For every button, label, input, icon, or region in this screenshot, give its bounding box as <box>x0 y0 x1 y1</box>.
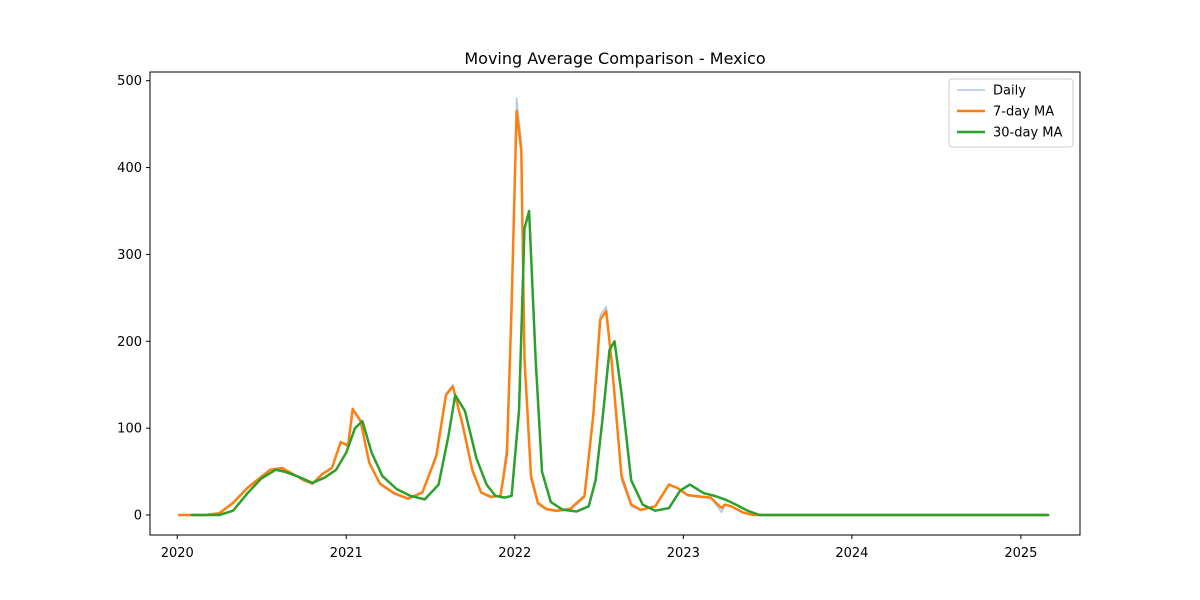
legend: Daily 7-day MA 30-day MA <box>948 78 1074 148</box>
plot-frame <box>149 71 1081 536</box>
legend-box <box>948 78 1074 148</box>
y-tick-label: 200 <box>117 335 142 350</box>
legend-label-7-day-ma: 7-day MA <box>993 105 1054 120</box>
x-tick-label: 2024 <box>835 546 868 561</box>
y-tick-label: 100 <box>117 422 142 437</box>
x-tick-label: 2022 <box>498 546 531 561</box>
legend-label-daily: Daily <box>993 84 1026 99</box>
x-tick-label: 2020 <box>161 546 194 561</box>
series-line-30-day-ma <box>190 209 1050 517</box>
y-axis: 0 100 200 300 400 500 <box>117 74 150 524</box>
plot-area <box>149 71 1081 536</box>
x-axis: 2020 2021 2022 2023 2024 2025 <box>161 535 1037 561</box>
x-tick-label: 2021 <box>330 546 363 561</box>
chart-title: Moving Average Comparison - Mexico <box>464 49 765 68</box>
x-tick-label: 2025 <box>1004 546 1037 561</box>
y-tick-label: 0 <box>134 509 142 524</box>
y-tick-label: 300 <box>117 248 142 263</box>
y-tick-label: 500 <box>117 74 142 89</box>
x-tick-label: 2023 <box>667 546 700 561</box>
y-tick-label: 400 <box>117 161 142 176</box>
series-layer <box>177 97 1050 517</box>
legend-label-30-day-ma: 30-day MA <box>993 126 1062 141</box>
